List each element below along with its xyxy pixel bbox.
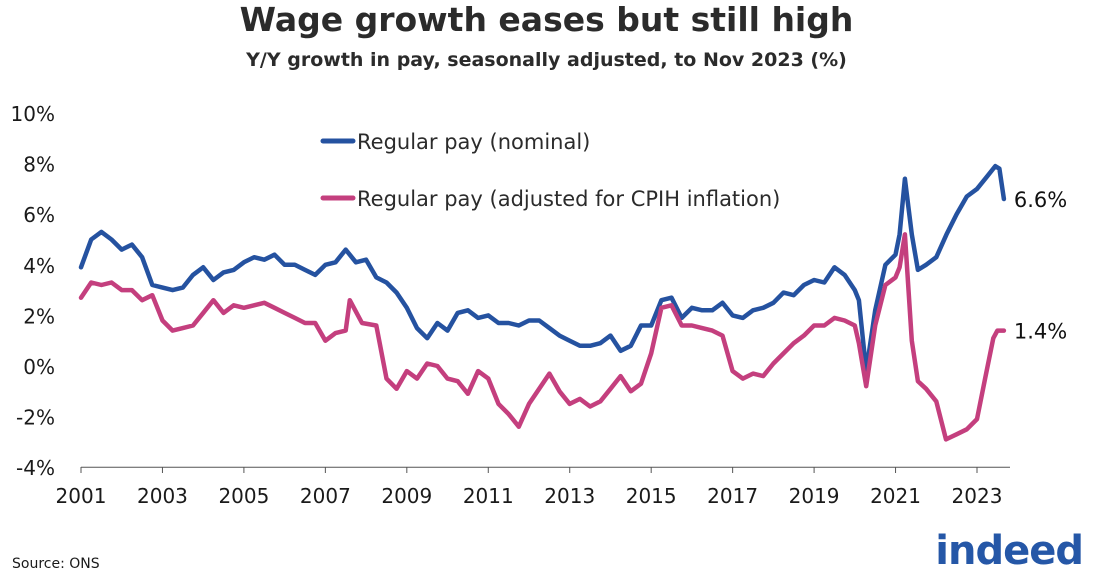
y-tick-label: 8% <box>23 153 55 177</box>
indeed-logo: indeed <box>935 528 1084 574</box>
end-value-label: 6.6% <box>1014 188 1067 212</box>
chart-subtitle: Y/Y growth in pay, seasonally adjusted, … <box>246 49 847 71</box>
legend-label: Regular pay (nominal) <box>357 130 590 154</box>
y-tick-label: 10% <box>11 102 55 126</box>
y-tick-label: 0% <box>23 355 55 379</box>
y-tick-label: -2% <box>16 406 55 430</box>
x-tick-label: 2007 <box>300 484 351 508</box>
x-tick-label: 2003 <box>137 484 188 508</box>
end-value-label: 1.4% <box>1014 320 1067 344</box>
series-line-real <box>78 232 1007 442</box>
x-tick-label: 2005 <box>218 484 269 508</box>
legend-label: Regular pay (adjusted for CPIH inflation… <box>357 187 780 211</box>
x-tick-label: 2009 <box>381 484 432 508</box>
x-tick-label: 2019 <box>789 484 840 508</box>
chart-title: Wage growth eases but still high <box>239 0 854 39</box>
y-tick-label: 4% <box>23 254 55 278</box>
y-tick-label: 2% <box>23 304 55 328</box>
x-tick-label: 2013 <box>544 484 595 508</box>
x-tick-label: 2017 <box>707 484 758 508</box>
x-tick-label: 2001 <box>56 484 107 508</box>
x-tick-label: 2015 <box>626 484 677 508</box>
y-tick-label: -4% <box>16 456 55 480</box>
series-line-nominal <box>78 163 1007 374</box>
x-tick-label: 2023 <box>952 484 1003 508</box>
x-tick-label: 2011 <box>463 484 514 508</box>
x-tick-label: 2021 <box>870 484 921 508</box>
source-note: Source: ONS <box>12 556 100 572</box>
y-tick-label: 6% <box>23 203 55 227</box>
